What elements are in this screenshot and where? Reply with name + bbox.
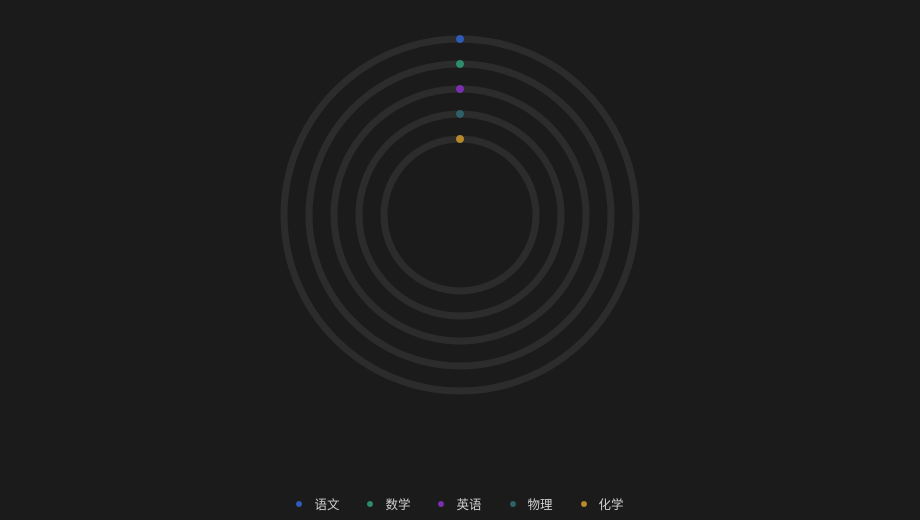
bar-arc[interactable]	[456, 85, 464, 93]
legend-label: 语文	[314, 497, 340, 512]
bar-arc[interactable]	[456, 35, 464, 43]
ring-track	[305, 60, 615, 370]
legend-swatch	[296, 500, 303, 507]
bar-arc[interactable]	[456, 60, 464, 68]
bar-arc[interactable]	[456, 110, 464, 118]
ring-track	[355, 110, 565, 320]
legend-label: 英语	[456, 497, 482, 512]
legend-item[interactable]: 物理	[509, 494, 553, 513]
bar-arc[interactable]	[456, 135, 464, 143]
legend-label: 化学	[598, 497, 624, 512]
legend-swatch	[580, 500, 587, 507]
legend-item[interactable]: 化学	[580, 494, 624, 513]
legend-label: 物理	[527, 497, 553, 512]
chart-legend: 语文 数学 英语 物理 化学	[0, 494, 920, 513]
ring-track	[330, 85, 590, 345]
legend-swatch	[367, 500, 374, 507]
legend-item[interactable]: 数学	[367, 494, 410, 513]
legend-item[interactable]: 语文	[296, 494, 339, 513]
legend-swatch	[509, 500, 516, 507]
legend-item[interactable]: 英语	[438, 494, 482, 513]
ring-track	[380, 135, 540, 295]
legend-swatch	[438, 500, 445, 507]
legend-label: 数学	[385, 497, 411, 512]
